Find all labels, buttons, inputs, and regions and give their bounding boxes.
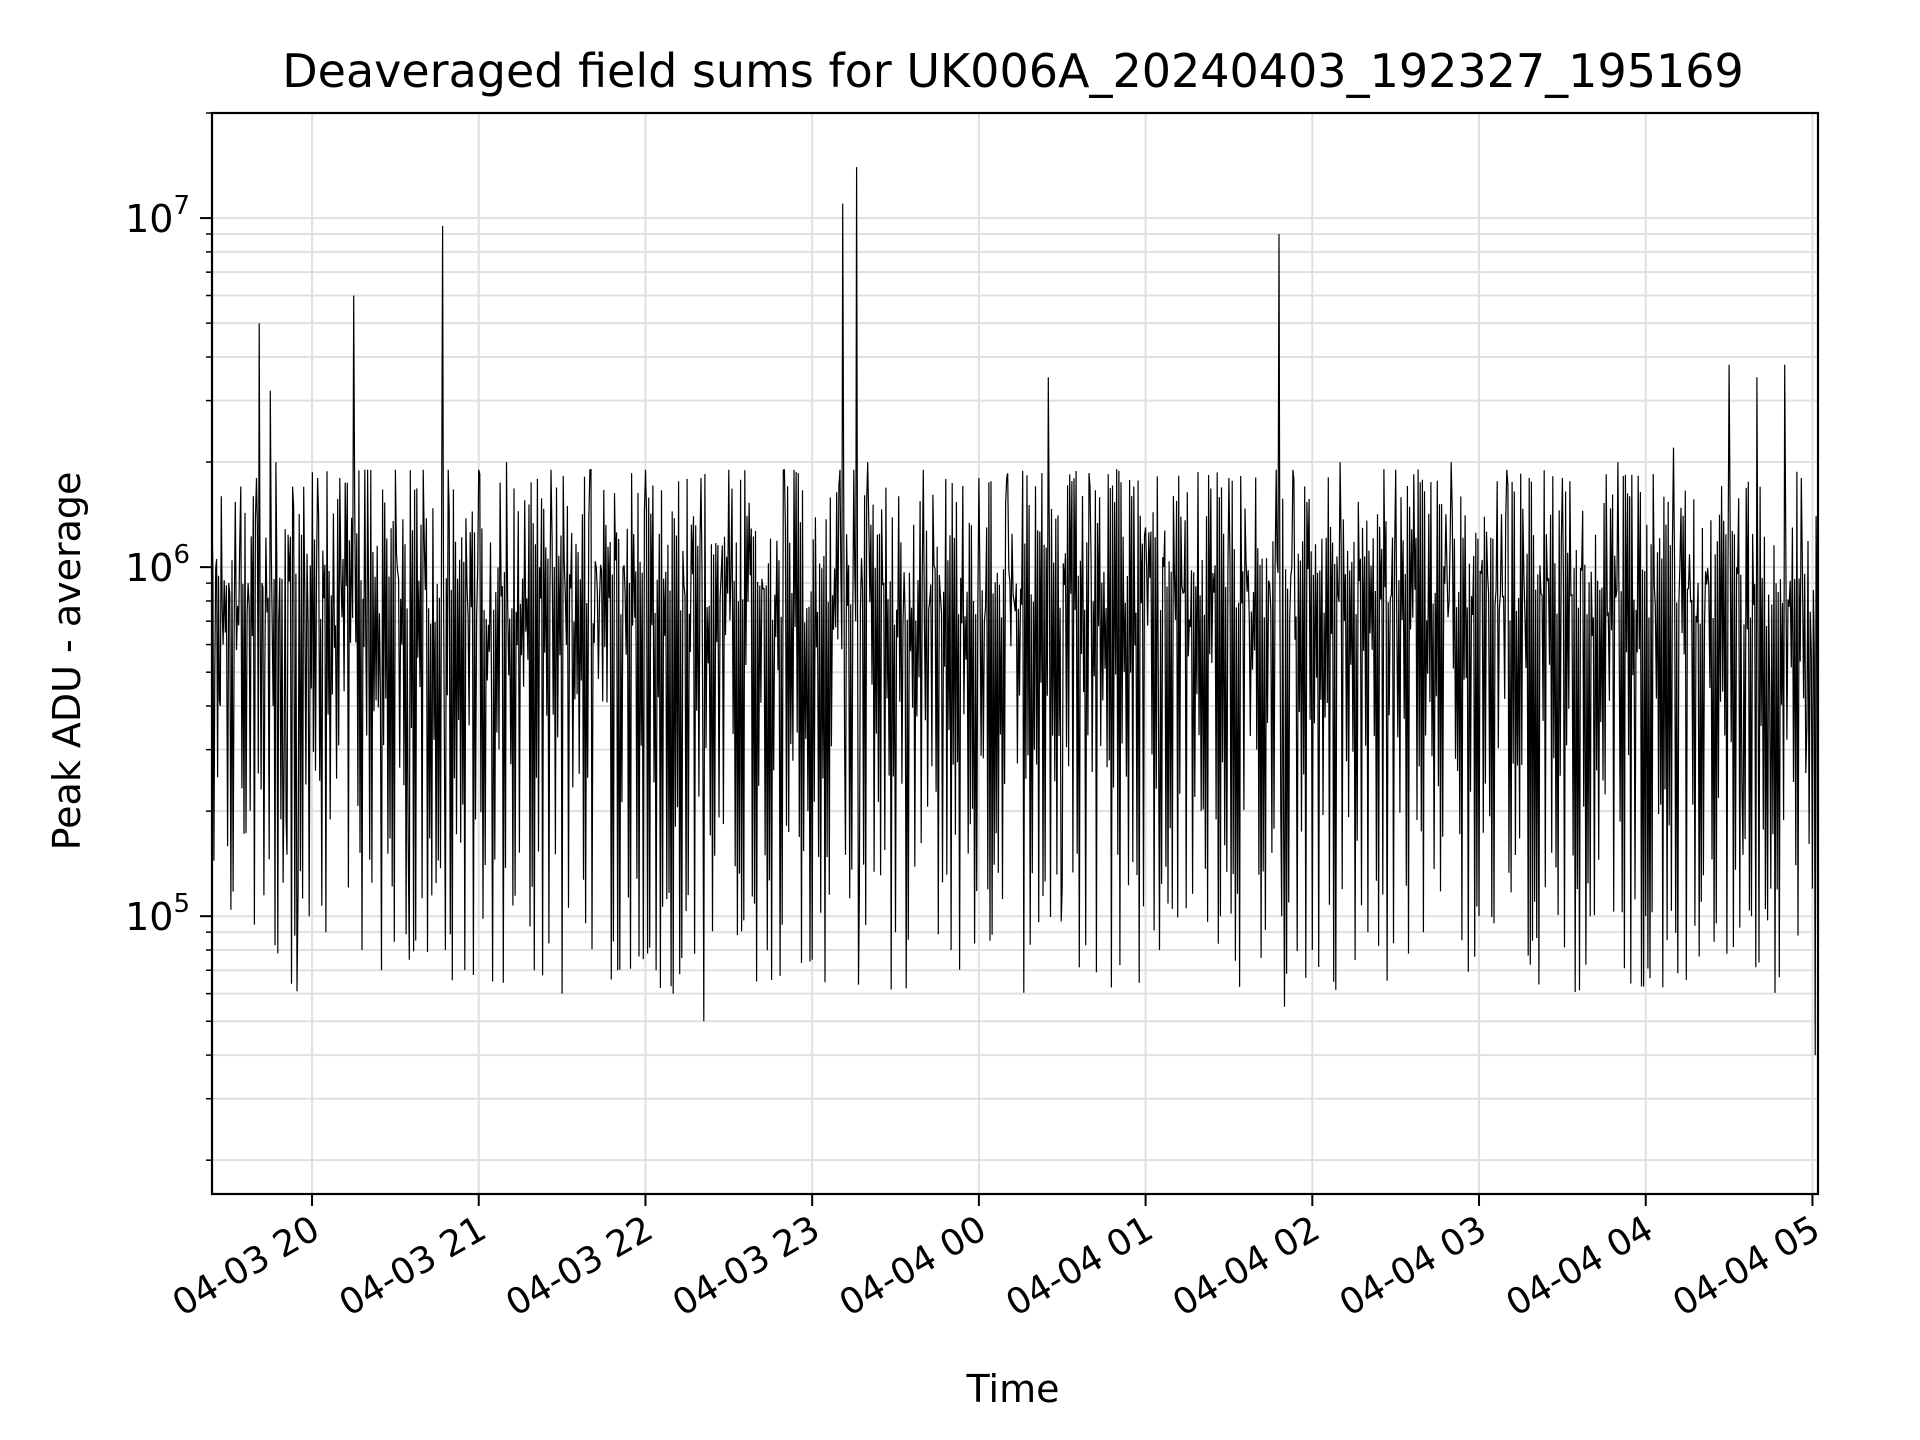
grid xyxy=(212,112,1818,1194)
y-tick-exponent: 7 xyxy=(173,191,190,221)
y-axis-label: Peak ADU - average xyxy=(45,472,89,851)
y-tick-base: 10 xyxy=(125,546,173,590)
data-trace xyxy=(211,167,1819,1177)
y-tick-base: 10 xyxy=(125,895,173,939)
y-tick-exponent: 6 xyxy=(173,540,190,570)
chart-title: Deaveraged field sums for UK006A_2024040… xyxy=(282,44,1744,98)
y-tick-label: 105 xyxy=(125,889,190,939)
y-tick-label: 106 xyxy=(125,540,190,590)
x-axis-label: Time xyxy=(966,1367,1060,1411)
plot-frame xyxy=(210,111,1820,1196)
y-tick-base: 10 xyxy=(125,197,173,241)
y-tick-label: 107 xyxy=(125,191,190,241)
series-line xyxy=(211,167,1819,1177)
y-tick-exponent: 5 xyxy=(173,889,190,919)
